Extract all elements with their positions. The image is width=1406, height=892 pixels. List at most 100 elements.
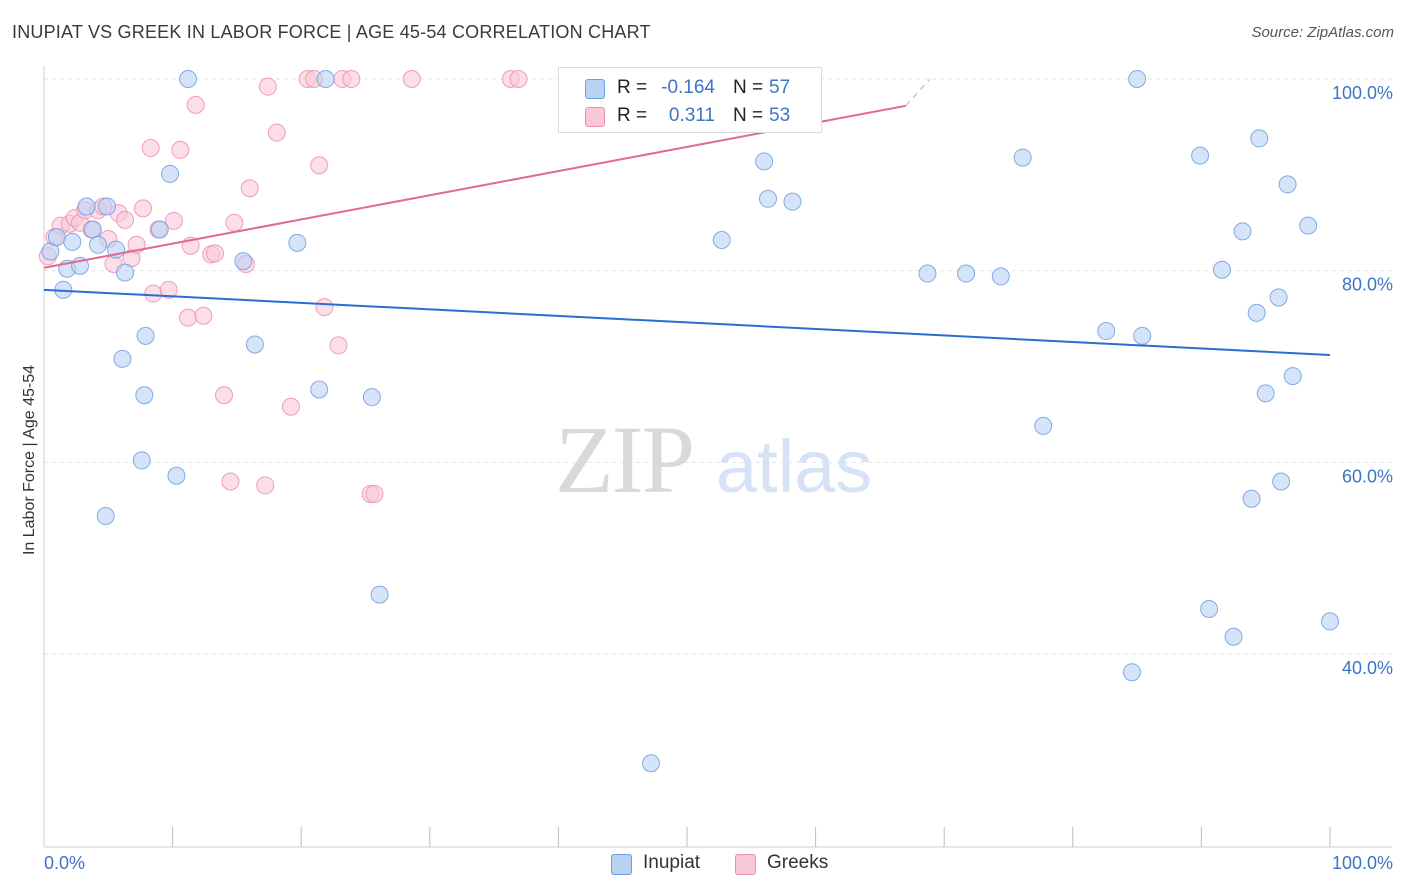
inupiat-n-label: N = [733,77,764,98]
inupiat-trend-line [43,288,1331,356]
inupiat-point [1224,627,1243,646]
greeks-point [315,298,334,317]
inupiat-point [1097,322,1116,341]
inupiat-point [1242,489,1261,508]
inupiat-point [1283,367,1302,386]
watermark-zip: ZIP [555,406,693,513]
inupiat-point [1128,70,1147,88]
bottom-greeks-swatch [735,854,756,875]
greeks-point [141,139,160,157]
source-label: Source: ZipAtlas.com [1251,24,1394,41]
inupiat-point [370,585,389,604]
inupiat-point [1250,129,1269,148]
inupiat-point [310,380,329,399]
y-tick-label: 40.0% [1342,658,1393,678]
inupiat-point [135,386,154,405]
inupiat-point [1256,384,1275,403]
greeks-n-value: 53 [769,105,791,126]
inupiat-point [1321,612,1339,631]
inupiat-point [83,220,102,239]
inupiat-point [77,197,96,216]
inupiat-point [1212,260,1231,279]
inupiat-point [712,231,731,249]
inupiat-point [98,197,117,216]
x-tick-label: 0.0% [44,853,85,873]
inupiat-point [113,349,132,368]
inupiat-point [1133,326,1152,345]
watermark-atlas: atlas [716,425,872,508]
y-tick-label: 80.0% [1342,275,1393,295]
greeks-point [206,244,225,263]
inupiat-point [96,507,115,525]
greeks-point [179,308,198,327]
greeks-point [258,77,277,96]
bottom-inupiat-label: Inupiat [643,852,701,873]
greeks-point [164,211,183,230]
inupiat-n-value: 57 [769,77,791,98]
greeks-point [159,280,178,299]
inupiat-point [1013,148,1032,167]
greeks-point [509,70,528,88]
inupiat-point [1278,175,1297,194]
greeks-point [310,156,329,175]
greeks-point [116,210,135,229]
greeks-point [267,123,286,142]
inupiat-point [47,228,66,247]
inupiat-point [957,264,976,283]
inupiat-point [179,70,198,88]
inupiat-point [759,189,778,208]
greeks-n-label: N = [733,105,764,126]
legend-row-greeks: R = 0.311 N = 53 [559,101,821,131]
greeks-point [281,397,300,416]
greeks-point [215,386,234,405]
greeks-point [256,476,275,495]
inupiat-r-label: R = [617,77,648,98]
inupiat-point [783,192,802,211]
inupiat-point [136,326,155,345]
inupiat-point [1034,416,1053,435]
greeks-point [329,336,348,355]
inupiat-point [132,451,151,470]
inupiat-point [1272,472,1291,491]
greeks-point [144,284,163,303]
chart-title: INUPIAT VS GREEK IN LABOR FORCE | AGE 45… [12,22,651,42]
inupiat-point [1122,663,1141,682]
inupiat-point [991,267,1010,286]
inupiat-point [1299,216,1318,235]
inupiat-r-value: -0.164 [661,77,715,98]
x-tick-label: 100.0% [1332,853,1393,873]
greeks-point [225,213,244,232]
inupiat-point [1247,303,1266,322]
inupiat-point [1191,146,1210,165]
greeks-point [134,199,153,218]
greeks-r-value: 0.311 [668,105,715,126]
inupiat-point [316,70,335,88]
inupiat-point [641,754,660,773]
bottom-greeks-label: Greeks [767,852,829,873]
greeks-r-label: R = [617,105,648,126]
inupiat-point [362,388,381,407]
inupiat-point [150,220,169,239]
greeks-point [240,179,259,198]
greeks-point [402,70,421,88]
greeks-point [186,95,205,114]
greeks-point [342,70,361,88]
correlation-legend: R = -0.164 N = 57 R = 0.311 N = 53 [558,67,822,133]
y-tick-label: 100.0% [1332,83,1393,103]
greeks-point [365,484,384,503]
inupiat-point [755,152,774,171]
inupiat-point [288,233,307,252]
greeks-swatch [585,107,605,127]
inupiat-point [918,264,937,283]
y-tick-label: 60.0% [1342,466,1393,486]
legend-row-inupiat: R = -0.164 N = 57 [559,73,821,103]
inupiat-point [1269,288,1288,307]
inupiat-point [234,252,253,271]
inupiat-point [89,235,108,254]
greeks-trend-extension [905,78,931,107]
inupiat-point [167,466,186,485]
inupiat-point [245,335,264,354]
greeks-point [194,306,213,325]
inupiat-point [116,263,135,282]
